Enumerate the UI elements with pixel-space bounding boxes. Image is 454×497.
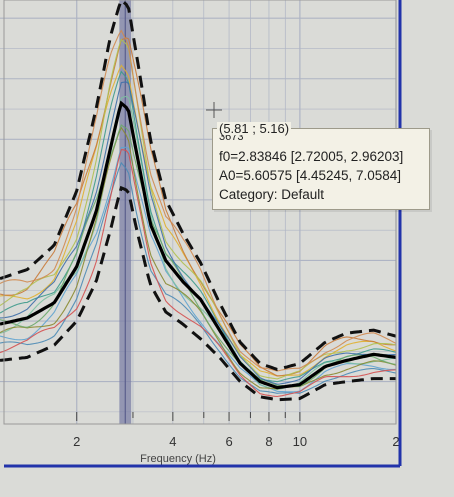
window-curve (0, 38, 397, 380)
x-tick-label: 2 (73, 434, 80, 449)
tooltip-category: Category: Default (219, 187, 325, 202)
peak-info-tooltip: 3673 f0=2.83846 [2.72005, 2.96203] A0=5.… (212, 128, 430, 210)
plot-frame (3, 0, 397, 425)
cursor-coordinate-readout: (5.81 ; 5.16) (217, 121, 292, 136)
tooltip-f0-value: f0=2.83846 [2.72005, 2.96203] (219, 149, 404, 164)
lower-std-curve (0, 185, 396, 402)
window-curve (0, 148, 397, 398)
window-curve (0, 70, 397, 383)
upper-std-curve (0, 0, 397, 371)
x-tick-label: 6 (225, 434, 232, 449)
window-curve (0, 126, 397, 390)
x-tick-label: 4 (169, 434, 176, 449)
window-curve (0, 29, 397, 372)
x-tick-label: 10 (293, 434, 307, 449)
mean-curve (0, 100, 397, 390)
window-curve (0, 146, 397, 393)
window-curve (0, 64, 397, 377)
x-tick-label: 8 (265, 434, 272, 449)
x-axis-label: Frequency (Hz) (140, 453, 216, 465)
x-tick-label: 2 (392, 434, 399, 449)
tooltip-curve-id: 3673 (219, 132, 244, 143)
tooltip-a0-value: A0=5.60575 [4.45245, 7.0584] (219, 168, 402, 183)
